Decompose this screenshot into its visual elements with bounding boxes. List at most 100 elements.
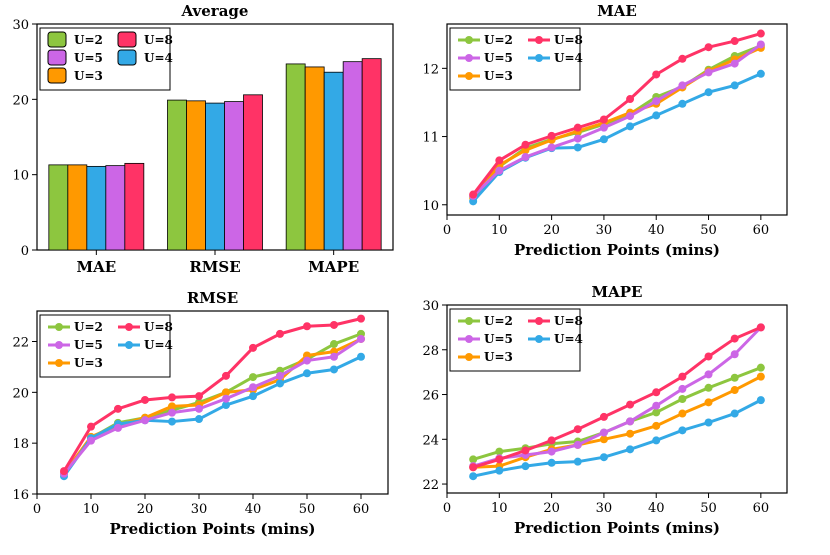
data-point	[114, 423, 122, 432]
data-point	[521, 153, 530, 162]
data-point	[168, 402, 176, 411]
data-point	[330, 365, 338, 374]
legend-swatch-U5	[47, 49, 67, 66]
x-tick-label: 40	[648, 223, 665, 238]
y-tick-label: 22	[422, 478, 439, 493]
x-tick-label: 20	[543, 501, 560, 516]
data-point	[495, 447, 504, 456]
series-U4	[469, 396, 765, 481]
data-point	[678, 99, 687, 108]
data-point	[60, 467, 68, 476]
legend-label-U3: U=3	[484, 350, 513, 364]
data-point	[573, 134, 582, 143]
legend-label-U4: U=4	[554, 51, 583, 65]
bar-mae-U5	[105, 165, 126, 251]
legend-label-U3: U=3	[74, 69, 103, 83]
legend-label-U2: U=2	[74, 320, 103, 334]
data-point	[704, 383, 713, 392]
series-line-U5	[62, 337, 362, 475]
x-tick-label: 0	[443, 501, 451, 516]
data-point	[678, 395, 687, 403]
x-tick-label: 30	[596, 501, 613, 516]
legend: U=2 U=5 U=3 U=8 U=4	[449, 27, 583, 91]
bar-mape-U8	[361, 58, 382, 251]
data-point	[521, 140, 530, 149]
data-point	[652, 408, 661, 417]
series-line-U8	[472, 326, 762, 469]
data-point	[249, 383, 257, 392]
data-point	[652, 70, 661, 79]
data-point	[704, 398, 713, 407]
data-point	[469, 472, 478, 481]
data-point	[276, 371, 284, 380]
legend-label-U5: U=5	[74, 338, 103, 352]
plot-frame	[446, 23, 788, 216]
series-U5	[469, 40, 765, 200]
series-line-U4	[472, 398, 762, 478]
y-tick-label: 18	[12, 437, 29, 452]
legend: U=2 U=5 U=3 U=8 U=4	[39, 314, 173, 378]
data-point	[626, 112, 635, 121]
legend-label-U5: U=5	[484, 332, 513, 346]
x-axis-label: Prediction Points (mins)	[109, 520, 315, 538]
legend-marker-U3	[465, 72, 473, 80]
y-tick-label: 10	[12, 169, 29, 184]
legend-label-U5: U=5	[74, 51, 103, 65]
data-point	[756, 396, 765, 405]
data-point	[756, 323, 765, 332]
legend: U=2 U=5 U=3 U=8 U=4	[449, 308, 583, 372]
data-point	[222, 388, 230, 397]
bar-mae-U4	[86, 165, 107, 251]
legend-marker-U8	[535, 36, 543, 44]
legend-label-U4: U=4	[554, 332, 583, 346]
data-point	[357, 352, 365, 361]
data-point	[599, 453, 608, 462]
series-U8	[469, 29, 765, 199]
x-category-label: MAE	[76, 258, 116, 276]
data-point	[547, 131, 556, 140]
data-point	[469, 455, 478, 464]
plot-frame	[36, 310, 389, 495]
legend: U=2 U=5 U=3 U=8 U=4	[39, 27, 173, 91]
data-point	[222, 371, 230, 380]
bar-mape-U4	[323, 71, 344, 251]
data-point	[678, 81, 687, 90]
data-point	[114, 404, 122, 413]
data-point	[469, 190, 478, 199]
data-point	[730, 386, 739, 395]
data-point	[756, 372, 765, 381]
y-tick-label: 11	[422, 131, 439, 146]
data-point	[652, 401, 661, 410]
legend-marker-U4	[535, 54, 543, 62]
data-point	[87, 422, 95, 431]
legend-label-U2: U=2	[74, 33, 103, 47]
data-point	[652, 111, 661, 120]
series-U2	[469, 363, 765, 464]
data-point	[730, 350, 739, 359]
data-point	[495, 455, 504, 464]
data-point	[599, 115, 608, 124]
line-chart-rmse: RMSE 0 10 20 30 40 50 60 16 18 20 22 Prediction Poin…	[12, 289, 389, 538]
data-point	[547, 447, 556, 456]
y-tick-label: 24	[422, 433, 439, 448]
data-point	[652, 97, 661, 106]
data-point	[678, 54, 687, 63]
x-tick-label: 0	[443, 223, 451, 238]
data-point	[626, 400, 635, 409]
bar-mae-U2	[48, 164, 69, 251]
data-point	[730, 37, 739, 46]
x-tick-label: 50	[700, 223, 717, 238]
legend-label-U5: U=5	[484, 51, 513, 65]
x-tick-label: 60	[353, 502, 370, 517]
chart-title: MAPE	[592, 283, 643, 301]
series-line-U3	[471, 46, 762, 199]
x-category-label: RMSE	[189, 258, 240, 276]
line-chart-mae: MAE 0 10 20 30 40 50 60 10 11 12 Prediction Points …	[422, 2, 788, 259]
legend-label-U2: U=2	[484, 33, 513, 47]
bar-rmse-U3	[186, 100, 206, 251]
data-point	[678, 426, 687, 435]
legend-swatch-U4	[117, 49, 137, 66]
y-tick-label: 28	[422, 344, 439, 359]
data-point	[626, 417, 635, 426]
data-point	[730, 409, 739, 418]
